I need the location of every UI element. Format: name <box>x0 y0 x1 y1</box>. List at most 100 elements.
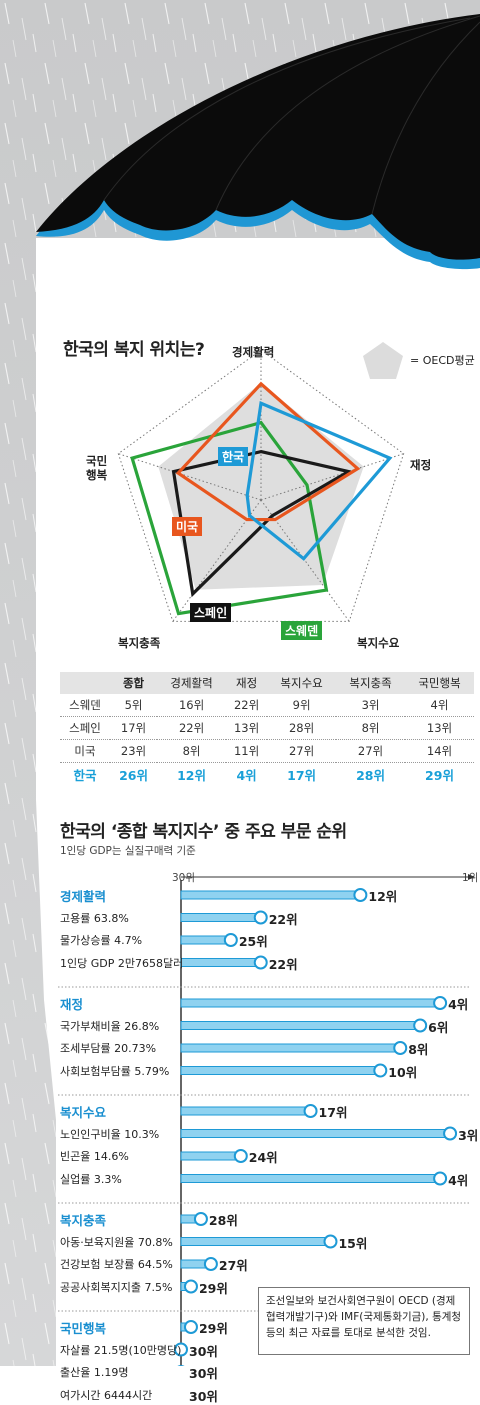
rank-bar <box>180 1237 331 1246</box>
rank-marker <box>393 1041 408 1055</box>
rank-bar <box>180 935 232 945</box>
table-cell: 13위 <box>405 716 474 740</box>
table-header: 재정 <box>226 672 268 694</box>
rank-marker <box>183 1320 198 1334</box>
table-row-country: 스페인 <box>60 716 110 740</box>
rank-value: 12위 <box>368 889 398 904</box>
rank-value: 24위 <box>248 1150 278 1165</box>
rank-axis-arrow <box>468 874 475 880</box>
indicator-label: 국가부채비율 26.8% <box>60 1019 160 1033</box>
rank-bar <box>180 1129 451 1138</box>
rank-bar <box>180 1151 242 1161</box>
radar-series-미국 <box>175 381 361 522</box>
table-cell: 27위 <box>267 739 337 763</box>
group-name: 재정 <box>60 997 84 1012</box>
rank-value: 29위 <box>198 1280 228 1296</box>
oecd-average-area <box>158 383 364 590</box>
table-cell: 17위 <box>110 716 158 740</box>
umbrella-shelter-area <box>36 238 480 1366</box>
indicator-label: 빈곤율 14.6% <box>60 1150 129 1163</box>
rank-marker <box>433 996 448 1010</box>
rank-marker <box>183 1279 198 1294</box>
table-header: 경제활력 <box>157 672 227 694</box>
rank-value: 22위 <box>268 911 298 927</box>
indicator-label: 조세부담률 20.73% <box>60 1042 157 1055</box>
indicator-label: 물가상승률 4.7% <box>60 934 143 947</box>
ranking-table: 종합 경제활력 재정 복지수요 복지충족 국민행복 스웨덴 5위 16위 22위 9위 3… <box>60 672 474 785</box>
rank-value: 4위 <box>448 1172 469 1188</box>
radar-series-한국 <box>245 400 393 561</box>
table-cell: 13위 <box>226 716 268 740</box>
table-cell: 4위 <box>236 767 257 783</box>
indicator-label: 1인당 GDP 2만7658달러 <box>60 956 184 970</box>
rank-marker <box>193 1212 208 1226</box>
group-name: 복지수요 <box>60 1105 107 1120</box>
table-cell: 11위 <box>226 739 268 763</box>
spain-label: 스페인 <box>190 603 232 622</box>
usa-label: 미국 <box>172 517 203 536</box>
rank-value: 25위 <box>238 934 268 949</box>
axis-label-welfare-demand: 복지수요 <box>357 636 400 650</box>
rank-marker <box>203 1257 218 1271</box>
rank-bar <box>180 1043 401 1053</box>
rank-bar <box>180 958 262 967</box>
indicator-label: 건강보험 보장률 64.5% <box>60 1258 173 1271</box>
rank-bar <box>180 1174 441 1183</box>
axis-label-welfare-fulfillment: 복지충족 <box>118 636 161 650</box>
table-cell: 17위 <box>287 767 317 783</box>
table-cell: 5위 <box>110 694 158 717</box>
table-cell: 27위 <box>336 739 406 763</box>
table-cell: 22위 <box>157 716 227 740</box>
table-cell: 26위 <box>119 767 148 783</box>
radar-series-스웨덴 <box>130 420 329 616</box>
rank-bar <box>180 998 441 1008</box>
oecd-legend-swatch <box>363 342 403 379</box>
rank-value: 15위 <box>338 1235 368 1251</box>
bars-subtitle: 1인당 GDP는 실질구매력 기준 <box>60 845 196 857</box>
rank-value: 22위 <box>268 956 298 972</box>
axis-label-finance: 재정 <box>410 458 432 472</box>
table-row-country: 스웨덴 <box>60 694 110 717</box>
rank-bar <box>180 913 262 922</box>
rank-marker <box>323 1234 338 1249</box>
group-name: 경제활력 <box>60 889 107 904</box>
axis-label-happiness: 국민 행복 <box>86 454 108 482</box>
table-header <box>60 672 110 694</box>
rank-bar <box>180 1106 312 1116</box>
table-cell: 14위 <box>405 739 474 763</box>
indicator-label: 공공사회복지지출 7.5% <box>60 1280 173 1294</box>
radar-spoke <box>260 453 404 501</box>
rank-value: 10위 <box>388 1064 418 1080</box>
radar-chart <box>117 349 405 622</box>
table-row-country: 한국 <box>73 767 97 783</box>
table-cell: 8위 <box>336 716 406 740</box>
rank-marker <box>353 888 368 902</box>
table-cell: 23위 <box>110 739 158 763</box>
table-row: 미국 23위 8위 11위 27위 27위 14위 <box>60 739 474 763</box>
korea-label: 한국 <box>218 447 249 466</box>
indicator-label: 실업률 3.3% <box>60 1172 122 1186</box>
table-row-country: 미국 <box>60 739 110 763</box>
rank-value: 28위 <box>208 1213 238 1228</box>
rank-value: 30위 <box>189 1343 218 1359</box>
axis-label-economy: 경제활력 <box>232 345 275 359</box>
rank-marker <box>223 933 238 947</box>
axis-left-label: 30위 <box>172 872 196 884</box>
rank-value: 8위 <box>408 1042 429 1057</box>
indicator-label: 아동·보육지원율 70.8% <box>60 1235 173 1249</box>
table-cell: 29위 <box>425 767 454 783</box>
radar-series-스페인 <box>171 449 353 598</box>
table-row: 스웨덴 5위 16위 22위 9위 3위 4위 <box>60 694 474 717</box>
rank-marker <box>413 1018 428 1033</box>
table-cell: 22위 <box>226 694 268 717</box>
oecd-legend-label: = OECD평균 <box>410 354 475 367</box>
table-row: 스페인 17위 22위 13위 28위 8위 13위 <box>60 716 474 740</box>
rank-value: 6위 <box>428 1019 449 1035</box>
rank-bar <box>180 1021 421 1030</box>
group-name: 복지충족 <box>60 1213 107 1228</box>
table-cell: 28위 <box>267 716 337 740</box>
rank-value: 3위 <box>458 1127 479 1143</box>
bars-title: 한국의 ‘종합 복지지수’ 중 주요 부문 순위 <box>60 822 347 842</box>
table-cell: 9위 <box>267 694 337 717</box>
rank-value: 29위 <box>198 1321 228 1336</box>
